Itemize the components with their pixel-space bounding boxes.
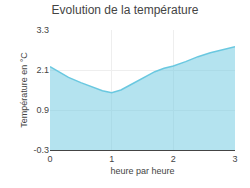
svg-text:Evolution de la température: Evolution de la température xyxy=(52,3,199,17)
svg-text:-0.3: -0.3 xyxy=(33,145,49,155)
svg-text:1: 1 xyxy=(109,154,114,164)
svg-text:3: 3 xyxy=(232,154,237,164)
svg-text:2: 2 xyxy=(171,154,176,164)
svg-text:3.3: 3.3 xyxy=(36,25,49,35)
svg-text:heure par heure: heure par heure xyxy=(110,166,174,176)
svg-text:0: 0 xyxy=(47,154,52,164)
svg-text:0.9: 0.9 xyxy=(36,105,49,115)
svg-text:Température en °C: Température en °C xyxy=(19,52,29,128)
svg-text:2.1: 2.1 xyxy=(36,65,49,75)
